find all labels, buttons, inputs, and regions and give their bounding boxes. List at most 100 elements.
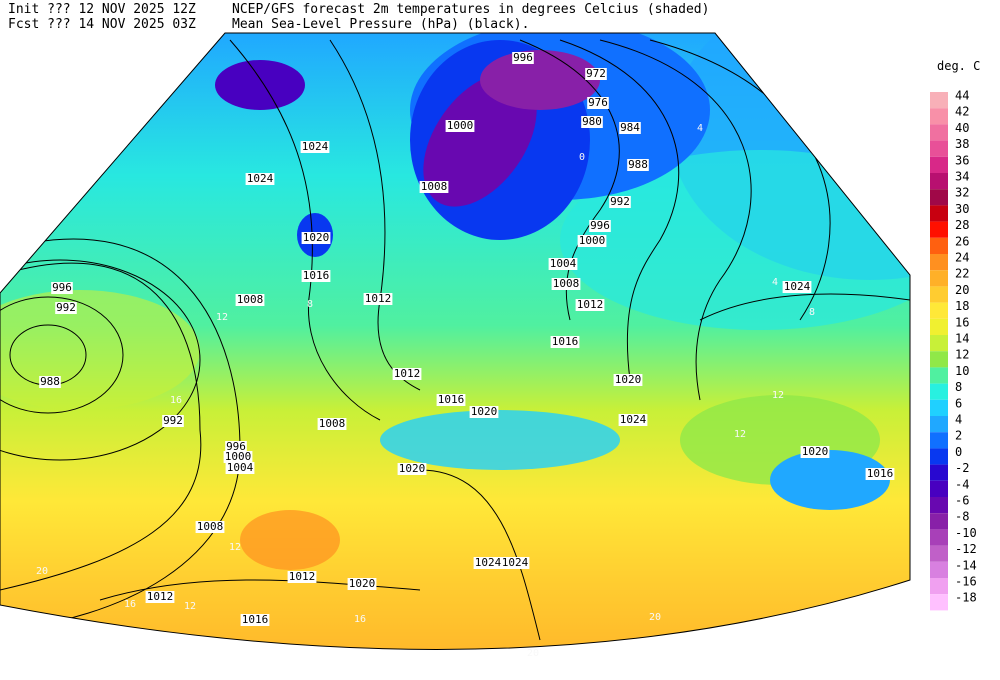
isobar-label: 1024 (302, 140, 329, 153)
colorbar-swatch (930, 497, 948, 514)
colorbar-label: 2 (955, 429, 962, 443)
colorbar-label: -16 (955, 575, 977, 589)
colorbar-label: -18 (955, 591, 977, 605)
colorbar-label: -10 (955, 526, 977, 540)
isobar-label-box (55, 302, 77, 314)
colorbar-label: 36 (955, 153, 969, 167)
temperature-label: 8 (307, 299, 313, 310)
isobar-label-box (300, 141, 330, 153)
colorbar-swatch (930, 302, 948, 319)
isobar-label: 1008 (421, 180, 448, 193)
isobar-label: 996 (513, 51, 533, 64)
isobar-label: 1020 (802, 445, 829, 458)
isobar-label: 1016 (438, 393, 465, 406)
colorbar-label: -2 (955, 461, 969, 475)
colorbar-swatch (930, 140, 948, 157)
isobar-label-box (619, 122, 641, 134)
colorbar-label: 32 (955, 186, 969, 200)
temperature-label: 0 (579, 152, 585, 163)
colorbar-swatch (930, 189, 948, 206)
colorbar-label: 20 (955, 283, 969, 297)
colorbar-label: 26 (955, 234, 969, 248)
isobar-label-box (445, 120, 475, 132)
isobar-label-box (301, 270, 331, 282)
isobar-label: 1024 (475, 556, 502, 569)
colorbar-label: 4 (955, 413, 962, 427)
isobar-label-box (51, 282, 73, 294)
isobar-label-box (512, 52, 534, 64)
colorbar-swatch (930, 545, 948, 562)
temperature-label: 12 (772, 390, 784, 401)
temperature-label: 4 (772, 277, 778, 288)
temperature-label: 12 (216, 312, 228, 323)
colorbar-swatch (930, 448, 948, 465)
isobar-label: 1024 (247, 172, 274, 185)
isobar-label-box (225, 441, 247, 453)
colorbar-label: 14 (955, 332, 969, 346)
isobar-label-box (800, 446, 830, 458)
temperature-label: 16 (170, 395, 182, 406)
colorbar-swatch (930, 464, 948, 481)
isobar-label-box (589, 220, 611, 232)
isobar-label: 992 (610, 195, 630, 208)
isobar-label-box (195, 521, 225, 533)
isobar-label-box (392, 368, 422, 380)
isobar-label: 988 (628, 158, 648, 171)
isobar-label: 1008 (197, 520, 224, 533)
colorbar-label: 18 (955, 299, 969, 313)
isobar-label: 1020 (615, 373, 642, 386)
isobar-label-box (473, 557, 503, 569)
isobar-label: 1004 (227, 461, 254, 474)
isobar-label: 1004 (550, 257, 577, 270)
colorbar-label: 12 (955, 348, 969, 362)
colorbar-swatch (930, 416, 948, 433)
temperature-label: 12 (229, 542, 241, 553)
colorbar-swatch (930, 92, 948, 109)
isobar-label-box (223, 451, 253, 463)
isobar-label-box (162, 415, 184, 427)
temperature-label: 20 (36, 566, 48, 577)
isobar-label-box (363, 293, 393, 305)
isobar-label: 1012 (394, 367, 421, 380)
isobar-label-box (550, 336, 580, 348)
colorbar-swatch (930, 205, 948, 222)
colorbar-label: -8 (955, 510, 969, 524)
isobar-label: 992 (56, 301, 76, 314)
temperature-label: 4 (697, 123, 703, 134)
colorbar-swatch (930, 399, 948, 416)
isobar-label: 1016 (867, 467, 894, 480)
isobar-label-box (551, 278, 581, 290)
isobar-label: 1000 (225, 450, 252, 463)
isobar-label-box (585, 68, 607, 80)
colorbar-swatch (930, 594, 948, 611)
isobar-label: 1016 (552, 335, 579, 348)
colorbar-swatch (930, 561, 948, 578)
isobar-label: 996 (590, 219, 610, 232)
isobar-label: 976 (588, 96, 608, 109)
colorbar-swatch (930, 318, 948, 335)
temperature-label: 16 (354, 614, 366, 625)
isobar-label-box (419, 181, 449, 193)
isobar-label: 1020 (471, 405, 498, 418)
isobar-label-box (245, 173, 275, 185)
colorbar-swatch (930, 237, 948, 254)
colorbar-swatch (930, 221, 948, 238)
isobar-label-box (240, 614, 270, 626)
colorbar-label: 44 (955, 89, 969, 103)
isobar-label-box (587, 97, 609, 109)
isobar-label: 1008 (237, 293, 264, 306)
colorbar-swatch (930, 156, 948, 173)
isobar-label: 1008 (553, 277, 580, 290)
colorbar-swatch (930, 432, 948, 449)
init-line: Init ??? 12 NOV 2025 12Z (8, 2, 196, 17)
isobar-label: 1012 (577, 298, 604, 311)
isobar-label: 1024 (620, 413, 647, 426)
isobar-label-box (500, 557, 530, 569)
colorbar-swatch (930, 124, 948, 141)
isobar-label-box (618, 414, 648, 426)
isobar-label: 1000 (447, 119, 474, 132)
isobar-label-box (469, 406, 499, 418)
isobar-label-box (581, 116, 603, 128)
